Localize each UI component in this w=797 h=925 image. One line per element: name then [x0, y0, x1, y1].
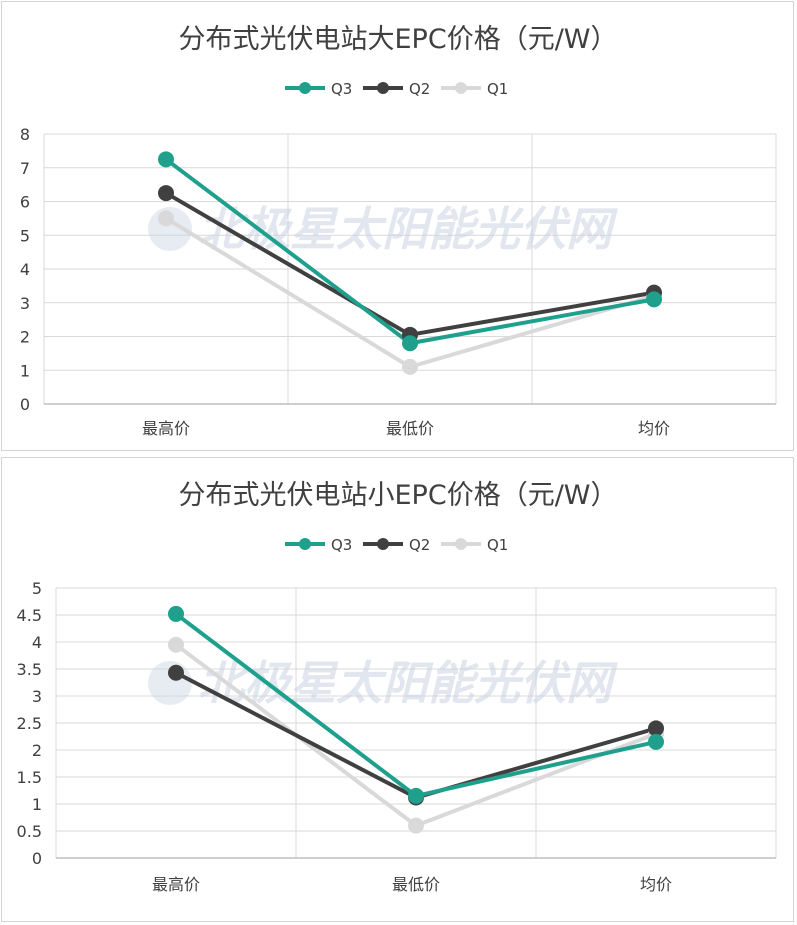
y-tick-label: 0: [32, 849, 42, 868]
y-tick-label: 1.5: [17, 768, 42, 787]
legend-marker-q3: [299, 82, 311, 94]
data-point-q3: [158, 151, 174, 168]
data-point-q2: [648, 720, 664, 737]
y-tick-label: 7: [20, 159, 30, 178]
legend-label-q3: Q3: [331, 536, 352, 554]
y-tick-label: 0: [20, 395, 30, 414]
y-tick-label: 0.5: [17, 822, 42, 841]
x-category-label: 均价: [640, 875, 672, 894]
data-point-q2: [168, 664, 184, 681]
data-point-q2: [158, 185, 174, 202]
y-tick-label: 5: [32, 579, 42, 598]
chart-panel-small-epc: 分布式光伏电站小EPC价格（元/W） Q3 Q2 Q1 0 0.5 1 1.5 2 2.5 3 3.5…: [1, 457, 794, 922]
y-tick-label: 2.5: [17, 714, 42, 733]
y-tick-label: 4: [32, 633, 42, 652]
large-epc-chart: 分布式光伏电站大EPC价格（元/W） Q3 Q2 Q1 0 1 2 3 4 5 6 7 8 北极星太阳能光…: [20, 24, 777, 438]
data-point-q1: [402, 358, 418, 375]
data-point-q3: [402, 335, 418, 352]
x-category-label: 最高价: [142, 419, 190, 438]
data-point-q3: [648, 733, 664, 750]
data-point-q3: [408, 787, 424, 804]
x-category-label: 最低价: [386, 419, 434, 438]
y-tick-label: 1: [32, 795, 42, 814]
y-tick-label: 3: [32, 687, 42, 706]
legend-label-q2: Q2: [409, 80, 430, 98]
legend-label-q3: Q3: [331, 80, 352, 98]
y-tick-label: 2: [32, 741, 42, 760]
legend-marker-q2: [377, 538, 389, 550]
y-tick-label: 3.5: [17, 660, 42, 679]
y-tick-label: 6: [20, 193, 30, 212]
legend-label-q2: Q2: [409, 536, 430, 554]
legend-label-q1: Q1: [487, 80, 508, 98]
chart-title: 分布式光伏电站大EPC价格（元/W）: [179, 24, 618, 55]
y-tick-label: 4: [20, 260, 30, 279]
watermark-text: 北极星太阳能光伏网: [198, 656, 618, 710]
legend-marker-q1: [455, 538, 467, 550]
small-epc-chart: 分布式光伏电站小EPC价格（元/W） Q3 Q2 Q1 0 0.5 1 1.5 2 2.5 3 3.5…: [17, 480, 777, 894]
data-point-q1: [168, 636, 184, 653]
data-point-q1: [158, 210, 174, 227]
watermark-text: 北极星太阳能光伏网: [198, 202, 618, 256]
data-point-q1: [408, 817, 424, 834]
y-tick-label: 4.5: [17, 606, 42, 625]
y-tick-label: 5: [20, 226, 30, 245]
y-tick-label: 2: [20, 328, 30, 347]
y-tick-label: 3: [20, 294, 30, 313]
legend-marker-q3: [299, 538, 311, 550]
y-tick-label: 8: [20, 125, 30, 144]
x-category-label: 最高价: [152, 875, 200, 894]
data-point-q3: [168, 605, 184, 622]
y-tick-label: 1: [20, 361, 30, 380]
legend-marker-q2: [377, 82, 389, 94]
legend-marker-q1: [455, 82, 467, 94]
legend-label-q1: Q1: [487, 536, 508, 554]
x-category-label: 均价: [638, 419, 670, 438]
data-point-q3: [646, 291, 662, 308]
x-category-label: 最低价: [392, 875, 440, 894]
chart-title: 分布式光伏电站小EPC价格（元/W）: [179, 480, 618, 511]
chart-panel-large-epc: 分布式光伏电站大EPC价格（元/W） Q3 Q2 Q1 0 1 2 3 4 5 6 7 8 北极星太阳能光…: [1, 1, 794, 451]
